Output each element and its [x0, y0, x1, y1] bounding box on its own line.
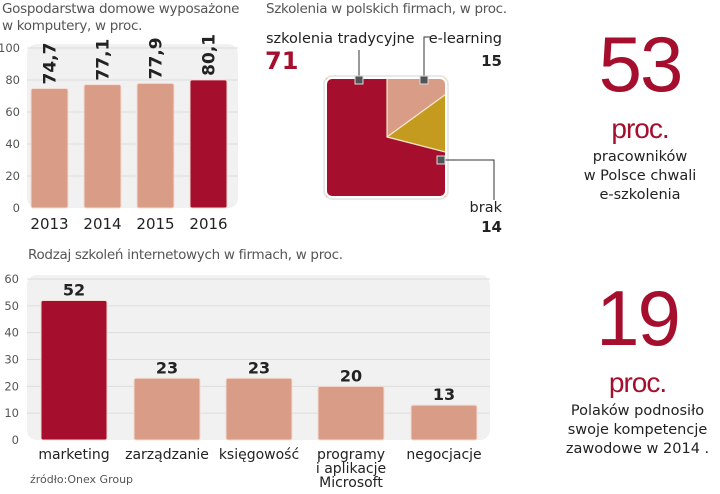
y-tick-label: 0 [12, 433, 19, 447]
bar [410, 404, 478, 441]
stat-description: Polaków podnosiło swoje kompetencje zawo… [555, 402, 720, 459]
slice-label-none: brak [470, 200, 503, 216]
households-title-line-2: w komputery, w proc. [2, 18, 143, 34]
y-tick-label: 20 [4, 379, 19, 393]
bar-value-label: 74,7 [41, 43, 61, 85]
online-types-bar-chart: 0 10 20 30 40 50 60 52 marketing 23 zarządzanie 23 k… [4, 272, 490, 491]
x-category-label: księgowość [219, 447, 299, 463]
x-category-label: 2015 [136, 215, 174, 233]
x-category-label: programy [317, 447, 385, 463]
slice-value-traditional: 71 [265, 47, 298, 75]
x-category-label: 2014 [83, 215, 121, 233]
households-bar-chart: 0 20 40 60 80 100 74,7 2013 77,1 2014 77,9 2015 80,1… [0, 34, 238, 233]
stat-description-line: w Polsce chwali [583, 168, 697, 184]
stat-description-line: e-szkolenia [599, 187, 681, 203]
x-category-label: i aplikacje [316, 461, 386, 477]
bar-value-label: 80,1 [200, 34, 220, 76]
stat-description-line: zawodowe w 2014 . [565, 441, 710, 457]
x-category-label: negocjacje [406, 447, 481, 463]
y-tick-label: 80 [5, 73, 20, 87]
stat-number: 53 [598, 20, 684, 108]
x-category-label: 2013 [30, 215, 68, 233]
slice-marker [436, 155, 446, 165]
x-category-label: Microsoft [319, 475, 383, 491]
source-note: źródło:Onex Group [30, 473, 134, 486]
slice-label-traditional: szkolenia tradycyjne [266, 31, 415, 47]
stat-description-line: Polaków podnosiło [570, 403, 705, 419]
bar [317, 385, 385, 441]
slice-label-elearning: e-learning [429, 31, 502, 47]
households-chart-title: Gospodarstwa domowe wyposażone w kompute… [2, 1, 239, 35]
x-category-label: zarządzanie [125, 447, 209, 463]
y-tick-label: 40 [5, 137, 20, 151]
bar [189, 79, 228, 209]
bar-value-label: 52 [63, 280, 85, 299]
y-tick-label: 60 [4, 272, 19, 286]
plot-background [27, 44, 238, 208]
bar-value-label: 13 [433, 385, 455, 404]
slice-value-none: 14 [481, 218, 502, 236]
y-tick-label: 30 [4, 353, 19, 367]
stat-block-19: 19 proc. Polaków podnosiło swoje kompete… [555, 274, 720, 459]
slice-marker [419, 75, 429, 85]
y-tick-label: 10 [4, 406, 19, 420]
bar [30, 87, 69, 209]
x-category-label: marketing [38, 447, 109, 463]
y-tick-label: 60 [5, 105, 20, 119]
y-tick-label: 40 [4, 326, 19, 340]
leader-line [441, 159, 495, 200]
x-category-label: 2016 [189, 215, 227, 233]
stat-number: 19 [596, 274, 681, 362]
stat-description-line: swoje kompetencje [567, 422, 708, 438]
bar-value-label: 23 [156, 358, 178, 377]
y-tick-label: 50 [4, 299, 19, 313]
bar [225, 377, 293, 441]
households-title-line-1: Gospodarstwa domowe wyposażone [2, 1, 240, 17]
slice-value-elearning: 15 [481, 52, 502, 70]
bar-value-label: 20 [340, 366, 362, 385]
stat-block-53: 53 proc. pracowników w Polsce chwali e-s… [560, 20, 720, 205]
stat-unit: proc. [611, 113, 669, 144]
slice-marker [354, 75, 364, 85]
stat-unit: proc. [608, 367, 667, 398]
stat-description: pracowników w Polsce chwali e-szkolenia [560, 148, 720, 205]
bar [40, 299, 108, 441]
bar [136, 82, 175, 209]
bar-value-label: 77,9 [147, 37, 167, 79]
bar-value-label: 77,1 [94, 39, 114, 81]
bar-value-label: 23 [248, 358, 270, 377]
bar [133, 377, 201, 441]
stat-description-line: pracowników [592, 149, 688, 165]
online-types-chart-title: Rodzaj szkoleń internetowych w firmach, … [28, 247, 343, 263]
pie-border [325, 77, 447, 198]
y-tick-label: 100 [0, 41, 20, 55]
trainings-chart-title: Szkolenia w polskich firmach, w proc. [266, 1, 507, 17]
y-tick-label: 0 [13, 201, 20, 215]
bar [83, 84, 122, 209]
leader-line [423, 36, 431, 80]
y-tick-label: 20 [5, 169, 20, 183]
